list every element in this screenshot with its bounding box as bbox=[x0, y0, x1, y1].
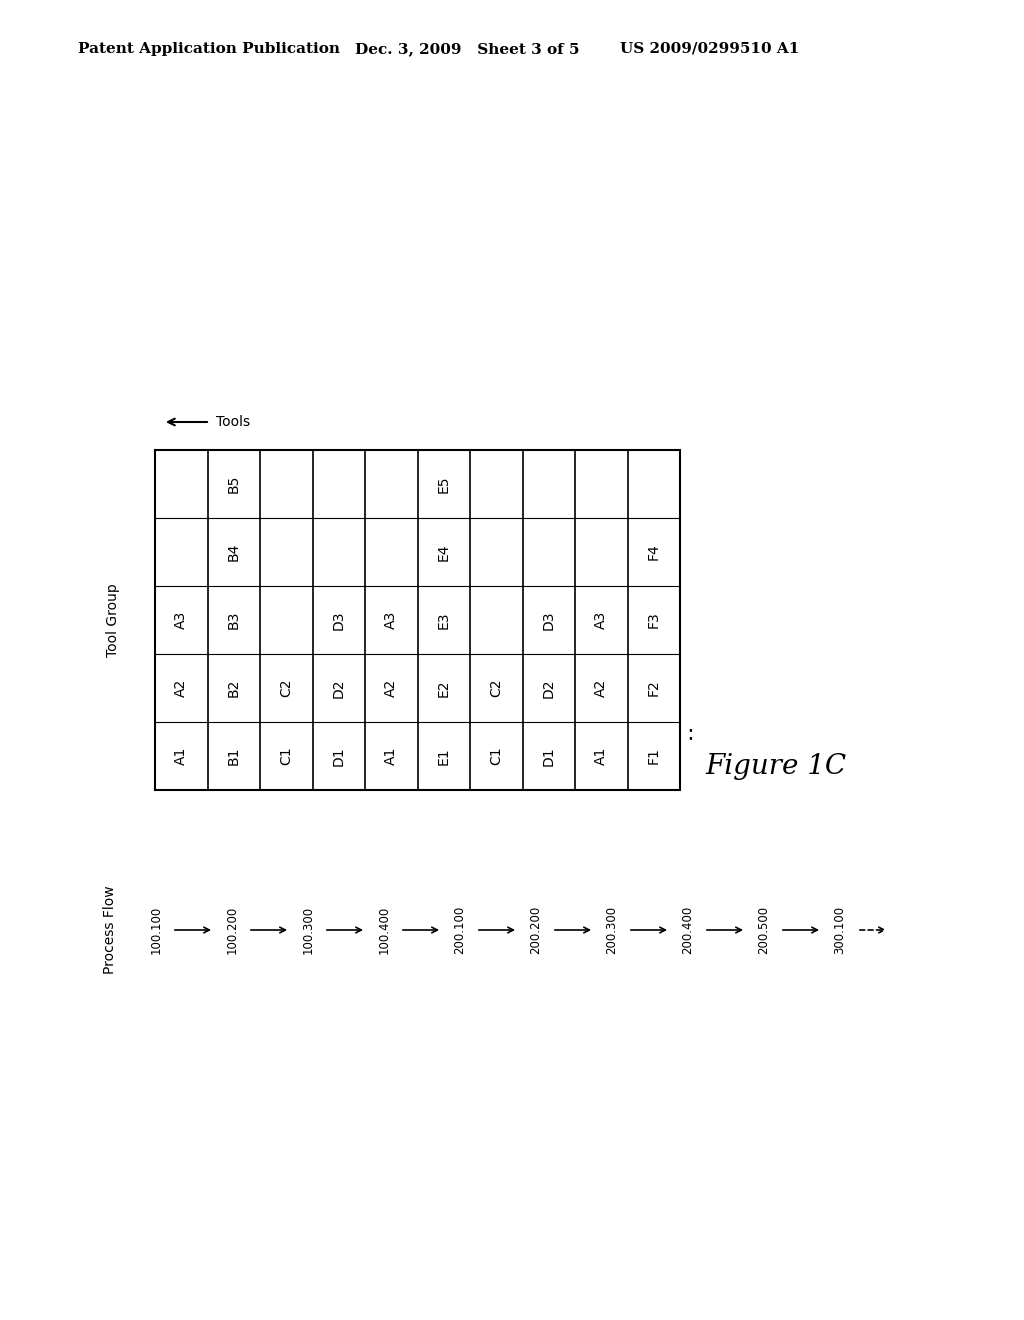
Text: B5: B5 bbox=[226, 475, 241, 494]
Text: A3: A3 bbox=[594, 611, 608, 630]
Text: A3: A3 bbox=[174, 611, 188, 630]
Text: C1: C1 bbox=[489, 747, 503, 766]
Text: Tool Group: Tool Group bbox=[106, 583, 120, 657]
Text: ∶: ∶ bbox=[687, 725, 693, 744]
Text: A2: A2 bbox=[174, 678, 188, 697]
Text: C2: C2 bbox=[489, 678, 503, 697]
Text: A1: A1 bbox=[384, 747, 398, 766]
Text: 100.400: 100.400 bbox=[378, 906, 390, 954]
Text: 200.200: 200.200 bbox=[529, 906, 543, 954]
Text: D2: D2 bbox=[332, 678, 346, 698]
Text: A2: A2 bbox=[594, 678, 608, 697]
Text: F2: F2 bbox=[647, 680, 660, 697]
Text: 200.400: 200.400 bbox=[682, 906, 694, 954]
Text: Tools: Tools bbox=[216, 414, 250, 429]
Text: 100.300: 100.300 bbox=[301, 906, 314, 954]
Text: 200.300: 200.300 bbox=[605, 906, 618, 954]
Text: 100.200: 100.200 bbox=[225, 906, 239, 954]
Text: US 2009/0299510 A1: US 2009/0299510 A1 bbox=[620, 42, 800, 55]
Text: F3: F3 bbox=[647, 611, 660, 628]
Text: Dec. 3, 2009   Sheet 3 of 5: Dec. 3, 2009 Sheet 3 of 5 bbox=[355, 42, 580, 55]
Text: E5: E5 bbox=[437, 475, 451, 492]
Text: B4: B4 bbox=[226, 543, 241, 561]
Text: E3: E3 bbox=[437, 611, 451, 628]
Text: E2: E2 bbox=[437, 680, 451, 697]
Text: D1: D1 bbox=[542, 746, 556, 766]
Text: D1: D1 bbox=[332, 746, 346, 766]
Text: D3: D3 bbox=[332, 610, 346, 630]
Text: A1: A1 bbox=[594, 747, 608, 766]
Text: E4: E4 bbox=[437, 544, 451, 561]
Text: B2: B2 bbox=[226, 678, 241, 697]
Text: F1: F1 bbox=[647, 747, 660, 764]
Text: F4: F4 bbox=[647, 544, 660, 561]
Text: B3: B3 bbox=[226, 611, 241, 630]
Text: 200.100: 200.100 bbox=[454, 906, 467, 954]
Text: D3: D3 bbox=[542, 610, 556, 630]
Text: A2: A2 bbox=[384, 678, 398, 697]
Text: Process Flow: Process Flow bbox=[103, 886, 117, 974]
Text: A1: A1 bbox=[174, 747, 188, 766]
Text: 100.100: 100.100 bbox=[150, 906, 163, 954]
Text: A3: A3 bbox=[384, 611, 398, 630]
Text: C2: C2 bbox=[280, 678, 293, 697]
Text: E1: E1 bbox=[437, 747, 451, 764]
Text: 200.500: 200.500 bbox=[758, 906, 770, 954]
Text: 300.100: 300.100 bbox=[834, 906, 847, 954]
Text: Patent Application Publication: Patent Application Publication bbox=[78, 42, 340, 55]
Text: C1: C1 bbox=[280, 747, 293, 766]
Text: B1: B1 bbox=[226, 747, 241, 766]
Text: Figure 1C: Figure 1C bbox=[705, 752, 846, 780]
Text: D2: D2 bbox=[542, 678, 556, 698]
Bar bbox=[155, 450, 680, 789]
